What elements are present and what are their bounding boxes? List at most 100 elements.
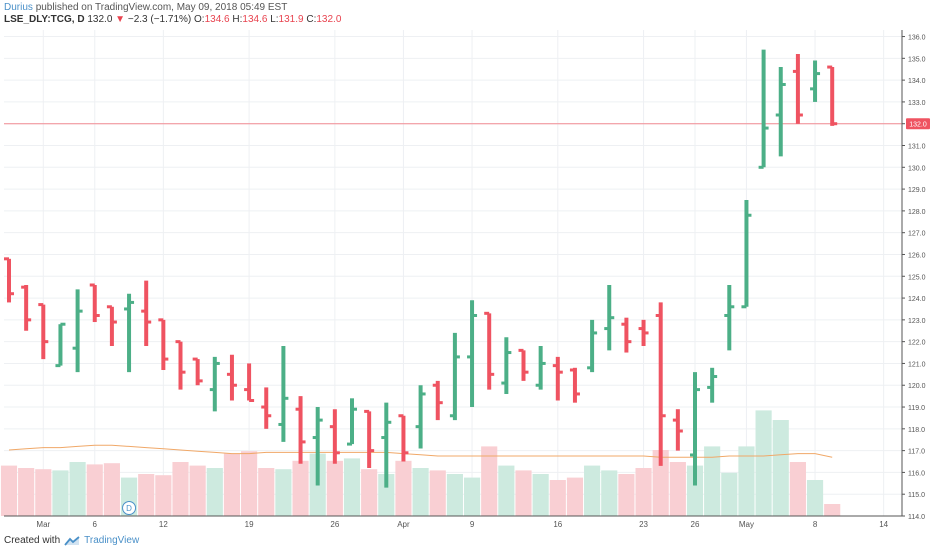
created-with-text: Created with [4, 535, 61, 546]
ohlc-bar[interactable] [209, 356, 220, 412]
ohlc-bar[interactable] [175, 340, 186, 390]
volume-bar [189, 465, 206, 516]
y-tick-label: 122.0 [908, 340, 926, 347]
volume-bar [824, 504, 841, 516]
volume-bar [326, 460, 343, 516]
volume-bar [566, 477, 584, 516]
ohlc-bar[interactable] [587, 319, 598, 373]
ohlc-bar[interactable] [449, 332, 460, 421]
low-label: L: [270, 14, 279, 25]
close-label: C: [306, 14, 317, 25]
ohlc-bar[interactable] [535, 346, 546, 390]
symbol-name[interactable]: LSE_DLY:TCG, D [4, 14, 85, 25]
volume-bar [738, 446, 755, 516]
dividend-marker-icon[interactable] [122, 501, 137, 515]
ohlc-bar[interactable] [4, 257, 14, 303]
volume-bar [446, 474, 463, 516]
x-tick-label: 6 [93, 520, 98, 529]
ohlc-bar[interactable] [38, 303, 49, 360]
ohlc-bar[interactable] [72, 289, 83, 373]
x-tick-label: 9 [470, 520, 475, 529]
ohlc-bar[interactable] [398, 414, 409, 462]
ohlc-bar[interactable] [261, 387, 272, 429]
ohlc-bar[interactable] [124, 293, 135, 373]
volume-bar [138, 474, 155, 516]
ohlc-bar[interactable] [55, 322, 66, 368]
author-link[interactable]: Durius [4, 2, 33, 13]
y-tick-label: 136.0 [908, 35, 926, 42]
volume-bar [789, 462, 806, 516]
ohlc-bar[interactable] [226, 354, 237, 401]
volume-bar [669, 462, 686, 516]
y-tick-label: 134.0 [908, 78, 926, 85]
y-tick-label: 123.0 [908, 318, 926, 325]
ohlc-bar[interactable] [381, 402, 392, 488]
y-tick-label: 126.0 [908, 252, 926, 259]
tradingview-brand[interactable]: TradingView [84, 535, 140, 546]
ohlc-bar[interactable] [518, 348, 529, 381]
low-value: 131.9 [278, 14, 304, 25]
ohlc-bar[interactable] [707, 367, 718, 403]
ohlc-bar[interactable] [364, 409, 375, 469]
ohlc-bar[interactable] [569, 367, 580, 403]
volume-bar [755, 410, 772, 516]
x-tick-label: May [739, 520, 754, 529]
volume-bar [223, 453, 241, 516]
volume-bar [463, 477, 481, 516]
x-tick-label: Mar [36, 520, 50, 529]
ohlc-bar[interactable] [244, 363, 255, 402]
y-tick-label: 128.0 [908, 209, 926, 216]
ohlc-bar[interactable] [552, 356, 563, 401]
ohlc-bar[interactable] [192, 357, 203, 386]
ohlc-bar[interactable] [690, 372, 700, 486]
volume-bar [686, 465, 704, 516]
ohlc-bar[interactable] [655, 302, 666, 466]
published-text: published on TradingView.com, May 09, 20… [35, 2, 288, 13]
x-tick-label: 8 [813, 520, 818, 529]
x-tick-label: 19 [245, 520, 254, 529]
ohlc-bar[interactable] [106, 305, 117, 347]
ohlc-bar[interactable] [604, 284, 615, 351]
ohlc-bar[interactable] [21, 284, 32, 331]
ohlc-bar[interactable] [621, 317, 632, 353]
ohlc-bar[interactable] [741, 199, 752, 309]
volume-bar [258, 468, 275, 516]
y-tick-label: 116.0 [908, 470, 925, 477]
ohlc-bar[interactable] [141, 280, 152, 347]
ohlc-bar[interactable] [278, 346, 289, 442]
ohlc-bar[interactable] [312, 407, 323, 486]
ohlc-bar[interactable] [347, 398, 357, 446]
ohlc-bar[interactable] [638, 319, 649, 347]
volume-bar [292, 460, 309, 516]
volume-bar [481, 446, 498, 516]
y-tick-label: 130.0 [908, 165, 926, 172]
volume-bar [241, 451, 258, 516]
ohlc-bar[interactable] [827, 65, 838, 126]
ohlc-bar[interactable] [89, 283, 100, 323]
ohlc-bar[interactable] [758, 49, 769, 169]
price-change: −2.3 (−1.71%) [127, 14, 192, 25]
ohlc-bar[interactable] [792, 53, 803, 124]
y-tick-label: 114.0 [908, 514, 925, 521]
ohlc-bar[interactable] [724, 284, 735, 351]
ohlc-bar[interactable] [467, 300, 478, 408]
publisher-line: Durius published on TradingView.com, May… [4, 2, 287, 13]
ohlc-bar[interactable] [672, 409, 683, 451]
ohlc-bar[interactable] [432, 380, 443, 421]
ohlc-bar[interactable] [775, 67, 786, 157]
ohlc-bar[interactable] [810, 60, 821, 102]
y-tick-label: 135.0 [908, 56, 926, 63]
ohlc-bar[interactable] [501, 337, 512, 394]
ohlc-bar[interactable] [158, 318, 169, 370]
y-tick-label: 118.0 [908, 427, 925, 434]
symbol-legend: LSE_DLY:TCG, D 132.0 ▼ −2.3 (−1.71%) O:1… [4, 14, 341, 25]
volume-bar [18, 468, 35, 516]
ohlc-bar[interactable] [484, 311, 495, 390]
volume-bar [35, 469, 52, 516]
ohlc-bar[interactable] [329, 409, 340, 464]
tradingview-logo-icon[interactable] [64, 535, 80, 546]
volume-bar [721, 472, 738, 516]
ohlc-bar[interactable] [415, 385, 426, 449]
ohlc-bar[interactable] [295, 396, 306, 464]
